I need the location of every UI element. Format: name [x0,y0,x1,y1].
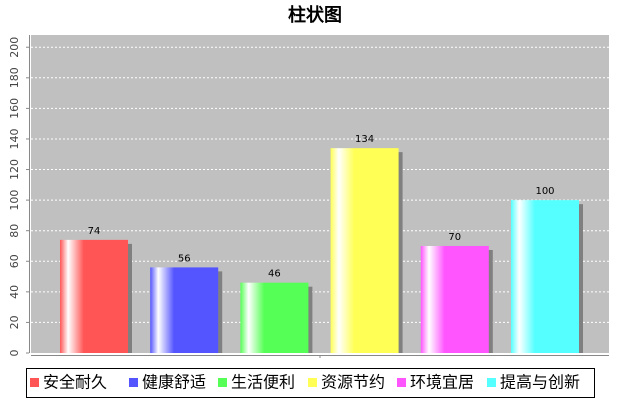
value-label: 100 [535,186,554,197]
legend-label: 健康舒适 [142,373,206,392]
bar [60,239,128,353]
legend-label: 环境宜居 [410,373,474,392]
value-label: 134 [355,134,374,145]
value-label: 46 [268,269,281,280]
y-tick-label: 180 [8,67,21,88]
y-tick-label: 80 [8,224,21,238]
y-tick-label: 160 [8,98,21,119]
legend-label: 生活便利 [231,373,295,392]
bar [511,200,579,353]
bar [420,245,489,353]
value-label: 74 [88,226,101,237]
y-tick-label: 200 [8,37,21,58]
legend-label: 提高与创新 [500,373,580,392]
y-tick-label: 20 [8,315,21,329]
y-tick-label: 100 [8,190,21,211]
y-tick-label: 140 [8,128,21,149]
bar [330,148,399,353]
legend-label: 安全耐久 [43,373,107,392]
y-tick-label: 0 [8,350,21,357]
legend-swatch [129,378,138,387]
legend-swatch [30,378,39,387]
legend-swatch [487,378,496,387]
legend-swatch [308,378,317,387]
legend-swatch [397,378,406,387]
legend-swatch [218,378,227,387]
chart-title: 柱状图 [288,4,342,26]
value-label: 56 [178,253,191,264]
value-label: 70 [448,232,461,243]
y-tick-label: 40 [8,285,21,299]
legend-label: 资源节约 [321,373,385,392]
y-tick-label: 60 [8,254,21,268]
y-tick-label: 120 [8,159,21,180]
bar [150,267,219,353]
bar [240,282,309,353]
